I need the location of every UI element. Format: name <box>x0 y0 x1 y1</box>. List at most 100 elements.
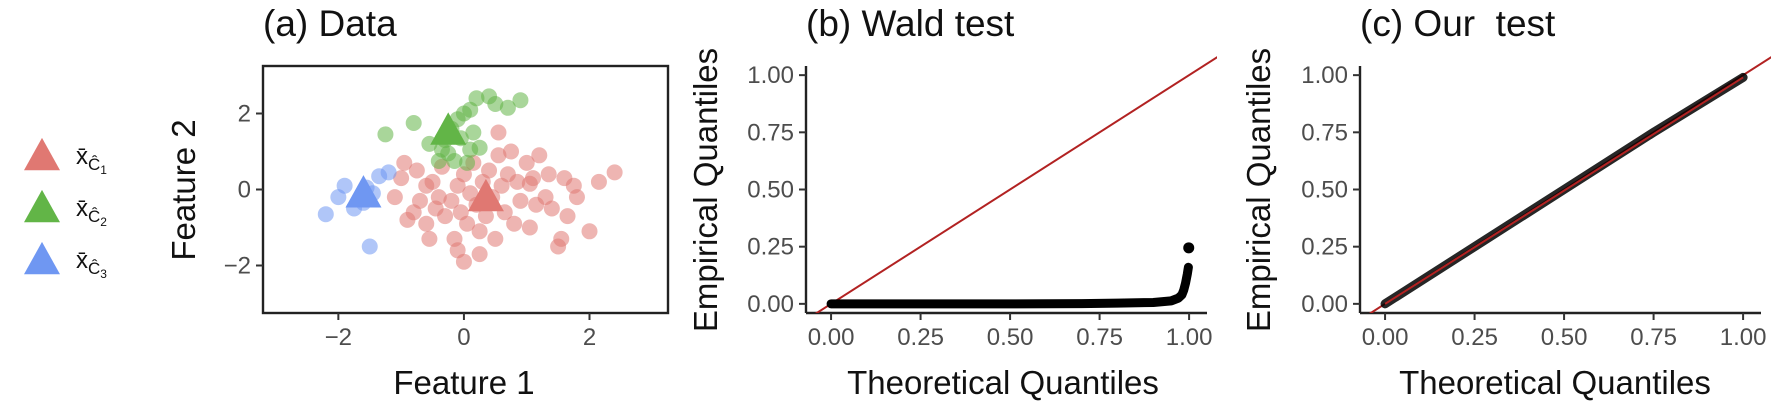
data-point <box>446 230 463 247</box>
data-point <box>418 215 435 232</box>
data-point <box>418 177 435 194</box>
data-point <box>393 170 410 187</box>
data-point <box>437 208 454 225</box>
x-tick-label: 0.25 <box>1451 324 1498 351</box>
data-point <box>490 147 507 164</box>
data-point <box>317 206 334 223</box>
panel-title: (b) Wald test <box>806 3 1015 44</box>
y-tick-label: 1.00 <box>1301 62 1348 89</box>
x-tick-label: 2 <box>583 324 596 351</box>
data-point <box>421 230 438 247</box>
panel-a-data: (a) Data Feature 1 Feature 2 −2 0 2 −2 0 2 <box>165 3 670 401</box>
data-point <box>396 154 413 171</box>
data-point <box>499 99 516 116</box>
x-tick-label: 0.75 <box>1076 324 1123 351</box>
data-point <box>380 164 397 181</box>
data-point <box>521 219 538 236</box>
data-point <box>487 96 504 112</box>
y-tick-label: 0.75 <box>747 119 794 146</box>
plot-area <box>814 56 1217 313</box>
data-point <box>506 215 523 232</box>
triangle-icon <box>24 241 60 275</box>
y-tick-label: 0.25 <box>1301 234 1348 261</box>
data-point <box>512 192 529 209</box>
centroid-triangle <box>467 178 504 212</box>
data-point <box>430 189 447 206</box>
x-tick-label: 0.00 <box>808 324 855 351</box>
y-tick-label: 0.50 <box>1301 177 1348 204</box>
x-tick-label: 1.00 <box>1166 324 1213 351</box>
y-tick-label: 0.75 <box>1301 119 1348 146</box>
data-point <box>455 253 472 270</box>
x-tick-label: −2 <box>325 324 352 351</box>
centroid-triangle <box>345 175 382 208</box>
x-tick-label: 0.50 <box>1541 324 1588 351</box>
y-tick-label: 0.00 <box>1301 291 1348 318</box>
y-tick-label: 0.25 <box>747 234 794 261</box>
data-point <box>503 143 520 160</box>
x-axis-title: Theoretical Quantiles <box>847 364 1159 401</box>
data-point <box>481 162 498 179</box>
legend: x̄Ĉ1 x̄Ĉ2 x̄Ĉ3 <box>24 137 107 281</box>
qq-point-outlier <box>1183 242 1195 254</box>
x-tick-label: 0.50 <box>987 324 1034 351</box>
data-point <box>490 124 507 141</box>
data-point <box>509 173 526 190</box>
x-tick-label: 0.25 <box>897 324 944 351</box>
data-point <box>521 175 538 192</box>
y-tick-label: 0.50 <box>747 177 794 204</box>
panel-title: (a) Data <box>263 3 397 44</box>
data-point <box>405 115 422 131</box>
x-axis-title: Feature 1 <box>393 364 534 401</box>
x-tick-label: 0.00 <box>1362 324 1409 351</box>
y-axis-title: Feature 2 <box>165 119 202 260</box>
data-point <box>531 147 548 164</box>
data-point <box>540 166 557 183</box>
data-point <box>559 208 576 225</box>
y-tick-label: 1.00 <box>747 62 794 89</box>
x-tick-label: 1.00 <box>1720 324 1767 351</box>
triangle-icon <box>24 189 60 223</box>
y-tick-label: 0 <box>238 177 251 204</box>
data-point <box>512 92 529 109</box>
data-point <box>459 215 476 232</box>
legend-label: x̄Ĉ1 <box>76 143 107 177</box>
qq-points <box>826 262 1193 309</box>
legend-item: x̄Ĉ1 <box>24 137 107 177</box>
data-point <box>468 90 485 107</box>
y-tick-label: −2 <box>224 253 251 280</box>
data-point <box>518 154 535 171</box>
y-tick-label: 2 <box>238 101 251 128</box>
data-point <box>477 208 494 225</box>
panel-title: (c) Our test <box>1360 3 1556 44</box>
plot-area <box>317 88 623 270</box>
data-point <box>408 162 425 179</box>
data-point <box>336 177 353 194</box>
data-point <box>568 189 585 206</box>
panel-b-wald-test: (b) Wald test Theoretical Quantiles Empi… <box>687 3 1217 401</box>
data-point <box>462 141 479 158</box>
data-point <box>487 230 504 247</box>
data-point <box>543 200 560 217</box>
centroid-triangle <box>430 112 467 145</box>
x-axis-title: Theoretical Quantiles <box>1399 364 1711 401</box>
data-point <box>377 126 394 143</box>
x-tick-label: 0 <box>457 324 470 351</box>
data-point <box>553 230 570 247</box>
plot-area <box>1368 56 1771 313</box>
legend-item: x̄Ĉ2 <box>24 189 107 229</box>
data-point <box>386 189 403 206</box>
data-point <box>411 192 428 209</box>
legend-label: x̄Ĉ3 <box>76 247 107 281</box>
legend-label: x̄Ĉ2 <box>76 195 107 229</box>
reference-line-overlay <box>1384 76 1744 305</box>
data-point <box>361 238 378 255</box>
y-axis-title: Empirical Quantiles <box>687 48 724 332</box>
data-point <box>590 173 607 190</box>
panel-c-our-test: (c) Our test Theoretical Quantiles Empir… <box>1240 3 1771 401</box>
data-point <box>446 153 463 169</box>
triangle-icon <box>24 137 60 171</box>
legend-item: x̄Ĉ3 <box>24 241 107 281</box>
data-point <box>459 154 476 171</box>
